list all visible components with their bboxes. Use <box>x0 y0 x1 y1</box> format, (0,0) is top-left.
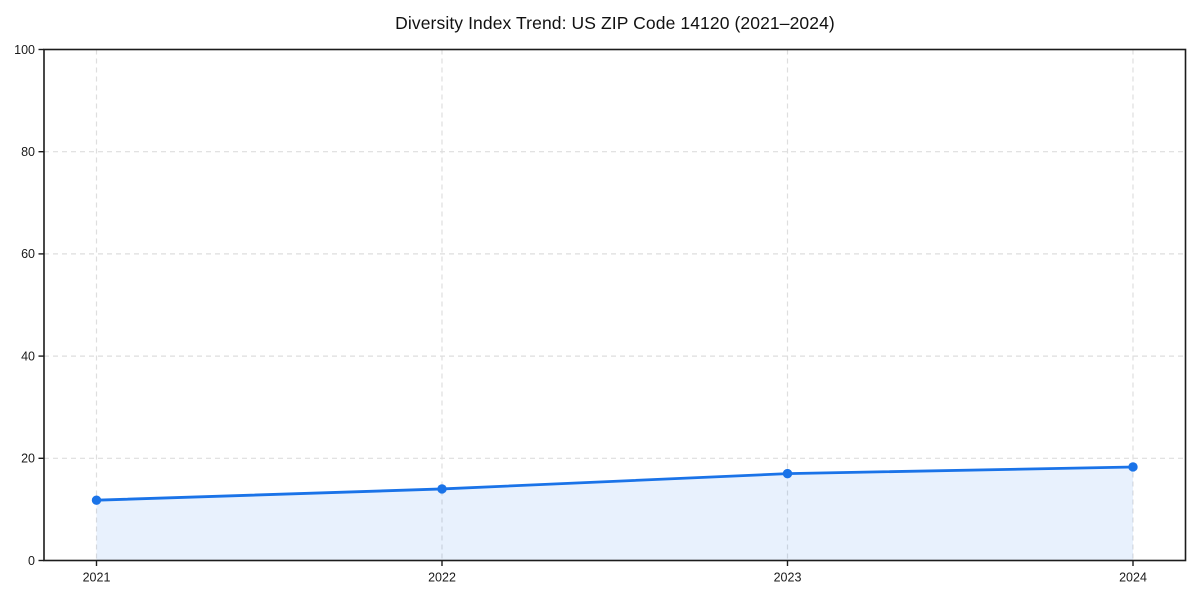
chart-title: Diversity Index Trend: US ZIP Code 14120… <box>395 13 835 33</box>
data-point-marker <box>1128 462 1138 472</box>
y-tick-label: 20 <box>21 452 35 466</box>
plot-border <box>43 48 1187 562</box>
area-fill <box>96 466 1133 561</box>
y-tick-label: 80 <box>21 145 35 159</box>
x-tick-label: 2022 <box>428 571 456 585</box>
data-point-marker <box>782 468 793 479</box>
y-tick-label: 40 <box>21 349 35 363</box>
x-tick-label: 2021 <box>83 571 111 585</box>
y-tick-label: 60 <box>21 247 35 261</box>
y-tick-label: 0 <box>28 554 35 568</box>
data-point-marker <box>91 495 102 505</box>
data-point-marker <box>437 484 447 494</box>
x-tick-label: 2023 <box>774 571 802 585</box>
trend-line <box>95 465 1135 502</box>
x-tick-label: 2024 <box>1119 571 1147 585</box>
y-tick-label: 100 <box>14 43 35 57</box>
